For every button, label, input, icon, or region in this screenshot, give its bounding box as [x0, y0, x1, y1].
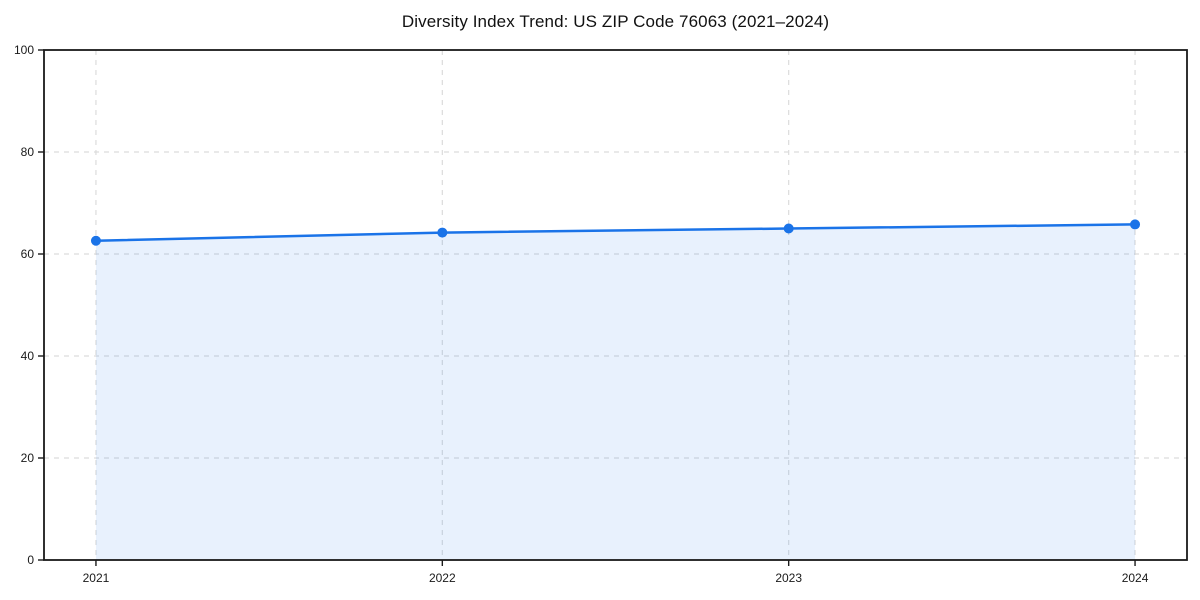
y-tick-label: 20 — [21, 451, 35, 465]
chart-title: Diversity Index Trend: US ZIP Code 76063… — [401, 12, 830, 31]
x-tick-label: 2022 — [429, 571, 456, 585]
x-tick-label: 2024 — [1122, 571, 1149, 585]
data-point-marker — [437, 227, 448, 238]
y-tick-label: 60 — [21, 247, 35, 261]
area-fill — [95, 224, 1136, 561]
plot-border — [43, 49, 1188, 561]
data-point-marker — [1130, 219, 1141, 230]
y-tick-label: 0 — [27, 553, 34, 567]
data-point-marker — [783, 223, 794, 234]
x-tick-label: 2021 — [83, 571, 110, 585]
x-tick-label: 2023 — [775, 571, 802, 585]
y-tick-label: 40 — [21, 349, 35, 363]
data-point-marker — [90, 235, 101, 246]
y-tick-label: 100 — [14, 43, 34, 57]
y-tick-label: 80 — [21, 145, 35, 159]
trend-line — [94, 223, 1137, 242]
